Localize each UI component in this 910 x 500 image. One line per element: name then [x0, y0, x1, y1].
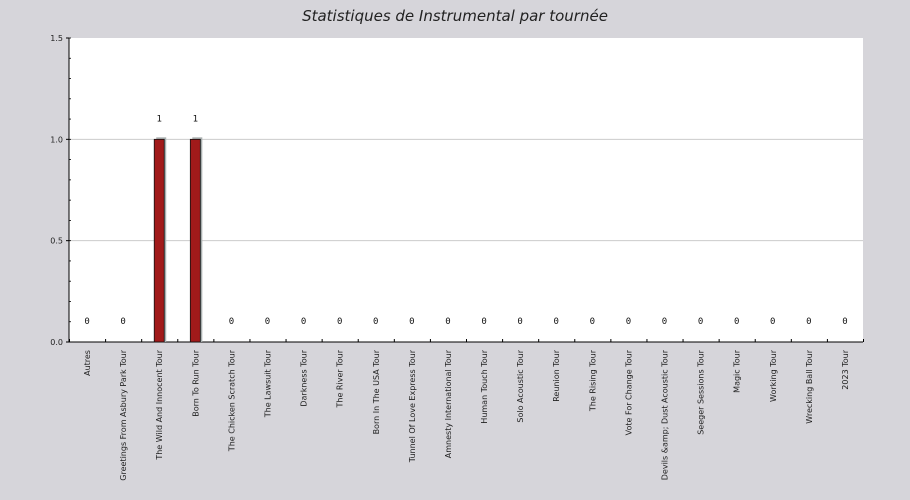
data-label: 0 — [301, 317, 306, 327]
x-tick-label: Vote For Change Tour — [624, 349, 633, 435]
y-tick-label: 0.5 — [50, 237, 63, 246]
data-label: 0 — [662, 317, 667, 327]
x-tick-label: Working Tour — [769, 349, 778, 402]
x-tick-label: The Rising Tour — [588, 349, 597, 412]
data-label: 0 — [409, 317, 414, 327]
y-tick-label: 1.0 — [50, 135, 63, 144]
x-tick-label: The Wild And Innocent Tour — [155, 349, 164, 460]
x-tick-label: Wrecking Ball Tour — [805, 349, 814, 423]
x-tick-label: Magic Tour — [733, 349, 742, 393]
data-label: 0 — [517, 317, 522, 327]
x-tick-label: The Lawsuit Tour — [264, 349, 273, 418]
x-tick-label: Born To Run Tour — [191, 349, 200, 416]
data-label: 0 — [373, 317, 378, 327]
data-label: 0 — [806, 317, 811, 327]
data-label: 0 — [698, 317, 703, 327]
x-tick-label: Autres — [83, 350, 92, 376]
x-tick-label: Seeger Sessions Tour — [697, 349, 706, 434]
data-label: 0 — [84, 317, 89, 327]
x-tick-label: The Chicken Scratch Tour — [227, 349, 236, 452]
data-label: 0 — [734, 317, 739, 327]
x-tick-label: Amnesty International Tour — [444, 349, 453, 458]
y-tick-label: 0.0 — [50, 338, 63, 347]
data-label: 1 — [193, 114, 198, 124]
x-tick-label: Born In The USA Tour — [372, 349, 381, 434]
data-label: 0 — [626, 317, 631, 327]
x-tick-label: The River Tour — [336, 349, 345, 408]
chart-title: Statistiques de Instrumental par tournée — [302, 7, 608, 25]
bar — [190, 139, 200, 342]
data-label: 0 — [445, 317, 450, 327]
x-tick-label: Tunnel Of Love Express Tour — [408, 349, 417, 463]
bar — [154, 139, 164, 342]
data-label: 1 — [157, 114, 162, 124]
data-label: 0 — [229, 317, 234, 327]
data-label: 0 — [481, 317, 486, 327]
x-tick-label: Solo Acoustic Tour — [516, 349, 525, 422]
data-label: 0 — [265, 317, 270, 327]
x-tick-label: Reunion Tour — [552, 349, 561, 401]
data-label: 0 — [590, 317, 595, 327]
x-tick-label: Human Touch Tour — [480, 349, 489, 423]
x-tick-label: Devils &amp; Dust Acoustic Tour — [661, 349, 670, 480]
data-label: 0 — [120, 317, 125, 327]
y-tick-label: 1.5 — [50, 34, 63, 43]
data-label: 0 — [770, 317, 775, 327]
plot-area — [69, 38, 863, 342]
data-label: 0 — [337, 317, 342, 327]
x-tick-label: Darkness Tour — [300, 349, 309, 406]
x-tick-label: Greetings From Asbury Park Tour — [119, 349, 128, 480]
data-label: 0 — [842, 317, 847, 327]
x-tick-label: 2023 Tour — [841, 349, 850, 389]
data-label: 0 — [554, 317, 559, 327]
